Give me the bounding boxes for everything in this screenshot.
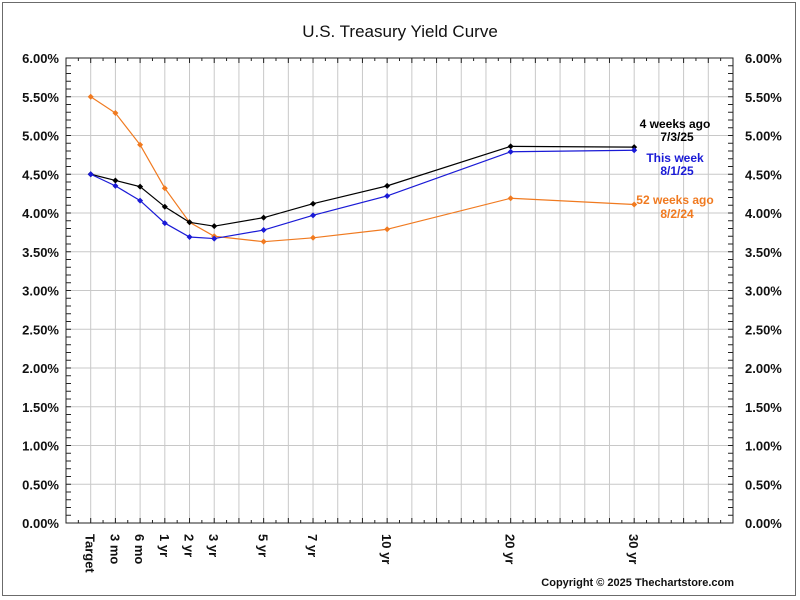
x-tick-label: 30 yr bbox=[626, 534, 641, 564]
legend-date: 7/3/25 bbox=[660, 130, 694, 144]
y-tick-label-left: 4.00% bbox=[22, 206, 59, 221]
y-tick-label-right: 3.50% bbox=[745, 245, 782, 260]
y-tick-label-right: 5.50% bbox=[745, 90, 782, 105]
x-tick-label: 3 yr bbox=[206, 534, 221, 557]
data-point bbox=[112, 177, 119, 184]
y-tick-label-right: 1.50% bbox=[745, 400, 782, 415]
y-tick-label-right: 6.00% bbox=[745, 51, 782, 66]
y-tick-label-left: 3.50% bbox=[22, 245, 59, 260]
y-tick-label-left: 0.00% bbox=[22, 516, 59, 531]
data-point bbox=[631, 201, 638, 208]
legend-date: 8/1/25 bbox=[660, 164, 694, 178]
data-point bbox=[137, 183, 144, 190]
y-axis-right-labels: 0.00% 0.50% 1.00% 1.50% 2.00% 2.50% 3.00% 3.50%… bbox=[745, 51, 782, 531]
y-tick-label-left: 1.50% bbox=[22, 400, 59, 415]
data-point bbox=[112, 182, 119, 189]
data-point bbox=[384, 182, 391, 189]
axis-ticks bbox=[66, 58, 733, 523]
x-tick-label: 2 yr bbox=[182, 534, 197, 557]
x-tick-label: 7 yr bbox=[305, 534, 320, 557]
y-axis-left-labels: 0.00% 0.50% 1.00% 1.50% 2.00% 2.50% 3.00% 3.50%… bbox=[22, 51, 59, 531]
data-point bbox=[211, 223, 218, 230]
x-tick-label: 20 yr bbox=[503, 534, 518, 564]
data-point bbox=[631, 144, 638, 151]
data-point bbox=[137, 141, 144, 148]
data-point bbox=[310, 200, 317, 207]
data-point bbox=[507, 143, 514, 150]
data-point bbox=[161, 185, 168, 192]
y-tick-label-left: 6.00% bbox=[22, 51, 59, 66]
x-tick-label: 3 mo bbox=[107, 534, 122, 564]
data-point bbox=[631, 147, 638, 154]
data-point bbox=[310, 212, 317, 219]
data-point bbox=[186, 219, 193, 226]
y-tick-label-left: 3.00% bbox=[22, 284, 59, 299]
x-axis-labels: Target 3 mo 6 mo 1 yr 2 yr 3 yr 5 yr 7 yr 10 yr 2… bbox=[83, 534, 641, 573]
y-tick-label-left: 2.00% bbox=[22, 361, 59, 376]
data-point bbox=[507, 195, 514, 202]
data-point bbox=[310, 234, 317, 241]
y-tick-label-left: 4.50% bbox=[22, 167, 59, 182]
data-point bbox=[260, 238, 267, 245]
series-lines bbox=[87, 93, 638, 245]
data-point bbox=[384, 192, 391, 199]
legend-label: 4 weeks ago bbox=[640, 117, 711, 131]
legend-label: This week bbox=[646, 151, 704, 165]
y-tick-label-right: 0.50% bbox=[745, 477, 782, 492]
y-tick-label-right: 2.50% bbox=[745, 322, 782, 337]
data-point bbox=[87, 93, 94, 100]
y-tick-label-right: 0.00% bbox=[745, 516, 782, 531]
legend-date: 8/2/24 bbox=[660, 207, 694, 221]
data-point bbox=[260, 227, 267, 234]
y-tick-label-left: 5.50% bbox=[22, 90, 59, 105]
y-tick-label-right: 1.00% bbox=[745, 439, 782, 454]
x-tick-label: 5 yr bbox=[256, 534, 271, 557]
y-tick-label-right: 4.00% bbox=[745, 206, 782, 221]
y-tick-label-left: 0.50% bbox=[22, 477, 59, 492]
data-point bbox=[211, 235, 218, 242]
y-tick-label-right: 5.00% bbox=[745, 129, 782, 144]
data-point bbox=[186, 234, 193, 241]
y-tick-label-right: 4.50% bbox=[745, 167, 782, 182]
data-point bbox=[112, 110, 119, 117]
data-point bbox=[260, 214, 267, 221]
x-tick-label: Target bbox=[83, 534, 98, 573]
data-point bbox=[87, 171, 94, 178]
series-this-week bbox=[87, 147, 638, 242]
x-tick-label: 6 mo bbox=[132, 534, 147, 564]
x-tick-label: 1 yr bbox=[157, 534, 172, 557]
data-point bbox=[137, 197, 144, 204]
legend-label: 52 weeks ago bbox=[636, 193, 713, 207]
y-tick-label-left: 2.50% bbox=[22, 322, 59, 337]
gridlines bbox=[66, 58, 733, 523]
data-point bbox=[384, 226, 391, 233]
y-tick-label-left: 5.00% bbox=[22, 129, 59, 144]
plot-area-border bbox=[65, 57, 734, 524]
data-point bbox=[161, 220, 168, 227]
y-tick-label-right: 2.00% bbox=[745, 361, 782, 376]
data-point bbox=[507, 148, 514, 155]
copyright-text: Copyright © 2025 Thechartstore.com bbox=[541, 577, 734, 589]
series-4-weeks-ago bbox=[87, 143, 638, 230]
y-tick-label-right: 3.00% bbox=[745, 284, 782, 299]
y-tick-label-left: 1.00% bbox=[22, 439, 59, 454]
x-tick-label: 10 yr bbox=[379, 534, 394, 564]
chart-title: U.S. Treasury Yield Curve bbox=[302, 22, 498, 41]
data-point bbox=[161, 203, 168, 210]
